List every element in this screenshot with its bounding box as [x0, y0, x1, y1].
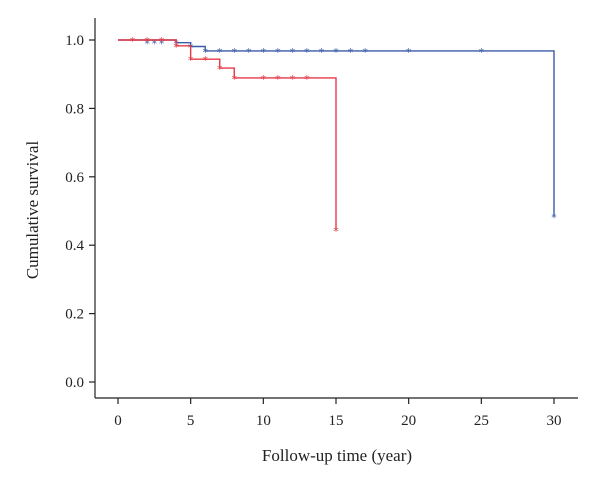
censor-marker: *	[202, 54, 208, 67]
censor-marker: *	[406, 46, 412, 59]
censor-marker: *	[217, 46, 223, 59]
x-tick-label: 10	[256, 413, 271, 429]
censor-marker: *	[188, 54, 194, 67]
censor-marker: *	[159, 38, 165, 51]
censor-marker: *	[333, 46, 339, 59]
x-axis-ticks: 0 5 10 15 20 25 30	[114, 398, 562, 429]
censor-marker: *	[319, 46, 325, 59]
series-layer: * * * * * * * * * * * * * * * * * * *** * * ** *** * * * **	[118, 35, 557, 238]
y-tick-label: 0.8	[65, 101, 84, 117]
censor-marker: *	[261, 46, 267, 59]
y-axis-title: Cumulative survival	[23, 141, 42, 280]
censor-marker: *	[173, 41, 179, 54]
censor-marker: *	[362, 46, 368, 59]
censor-marker: *	[130, 35, 136, 48]
censor-marker: *	[232, 46, 238, 59]
censor-marker: *	[479, 46, 485, 59]
censor-marker: *	[290, 46, 296, 59]
y-tick-label: 1.0	[65, 33, 84, 49]
x-tick-label: 20	[401, 413, 416, 429]
censor-marker: *	[152, 38, 158, 51]
censor-marker: *	[551, 211, 557, 224]
x-tick-label: 30	[547, 413, 562, 429]
y-tick-label: 0.6	[65, 170, 84, 186]
censor-marker: *	[144, 38, 150, 51]
censor-marker: *	[348, 46, 354, 59]
y-tick-label: 0.2	[65, 307, 84, 323]
x-tick-label: 15	[329, 413, 344, 429]
censor-marker: *	[144, 35, 150, 48]
censor-marker: *	[246, 46, 252, 59]
censor-marker: *	[202, 46, 208, 59]
x-axis-title: Follow-up time (year)	[262, 446, 412, 465]
series-2: * * * ** *** * * * **	[118, 35, 339, 238]
censor-marker: *	[304, 73, 310, 86]
censor-marker: *	[275, 46, 281, 59]
series-1: * * * * * * * * * * * * * * * * * * **	[118, 38, 557, 224]
x-tick-label: 0	[114, 413, 122, 429]
x-tick-label: 5	[187, 413, 195, 429]
survival-step-line	[118, 39, 337, 231]
censor-marker: *	[261, 73, 267, 86]
censor-marker: *	[275, 73, 281, 86]
censor-marker: *	[217, 63, 223, 76]
y-tick-label: 0.4	[65, 238, 84, 254]
y-axis-ticks: 0.0 0.2 0.4 0.6 0.8 1.0	[65, 33, 95, 391]
y-tick-label: 0.0	[65, 375, 84, 391]
censor-marker: *	[159, 35, 165, 48]
x-tick-label: 25	[474, 413, 489, 429]
censor-marker: *	[304, 46, 310, 59]
censor-marker: *	[232, 73, 238, 86]
censor-marker: *	[333, 225, 339, 238]
censor-marker: *	[290, 73, 296, 86]
